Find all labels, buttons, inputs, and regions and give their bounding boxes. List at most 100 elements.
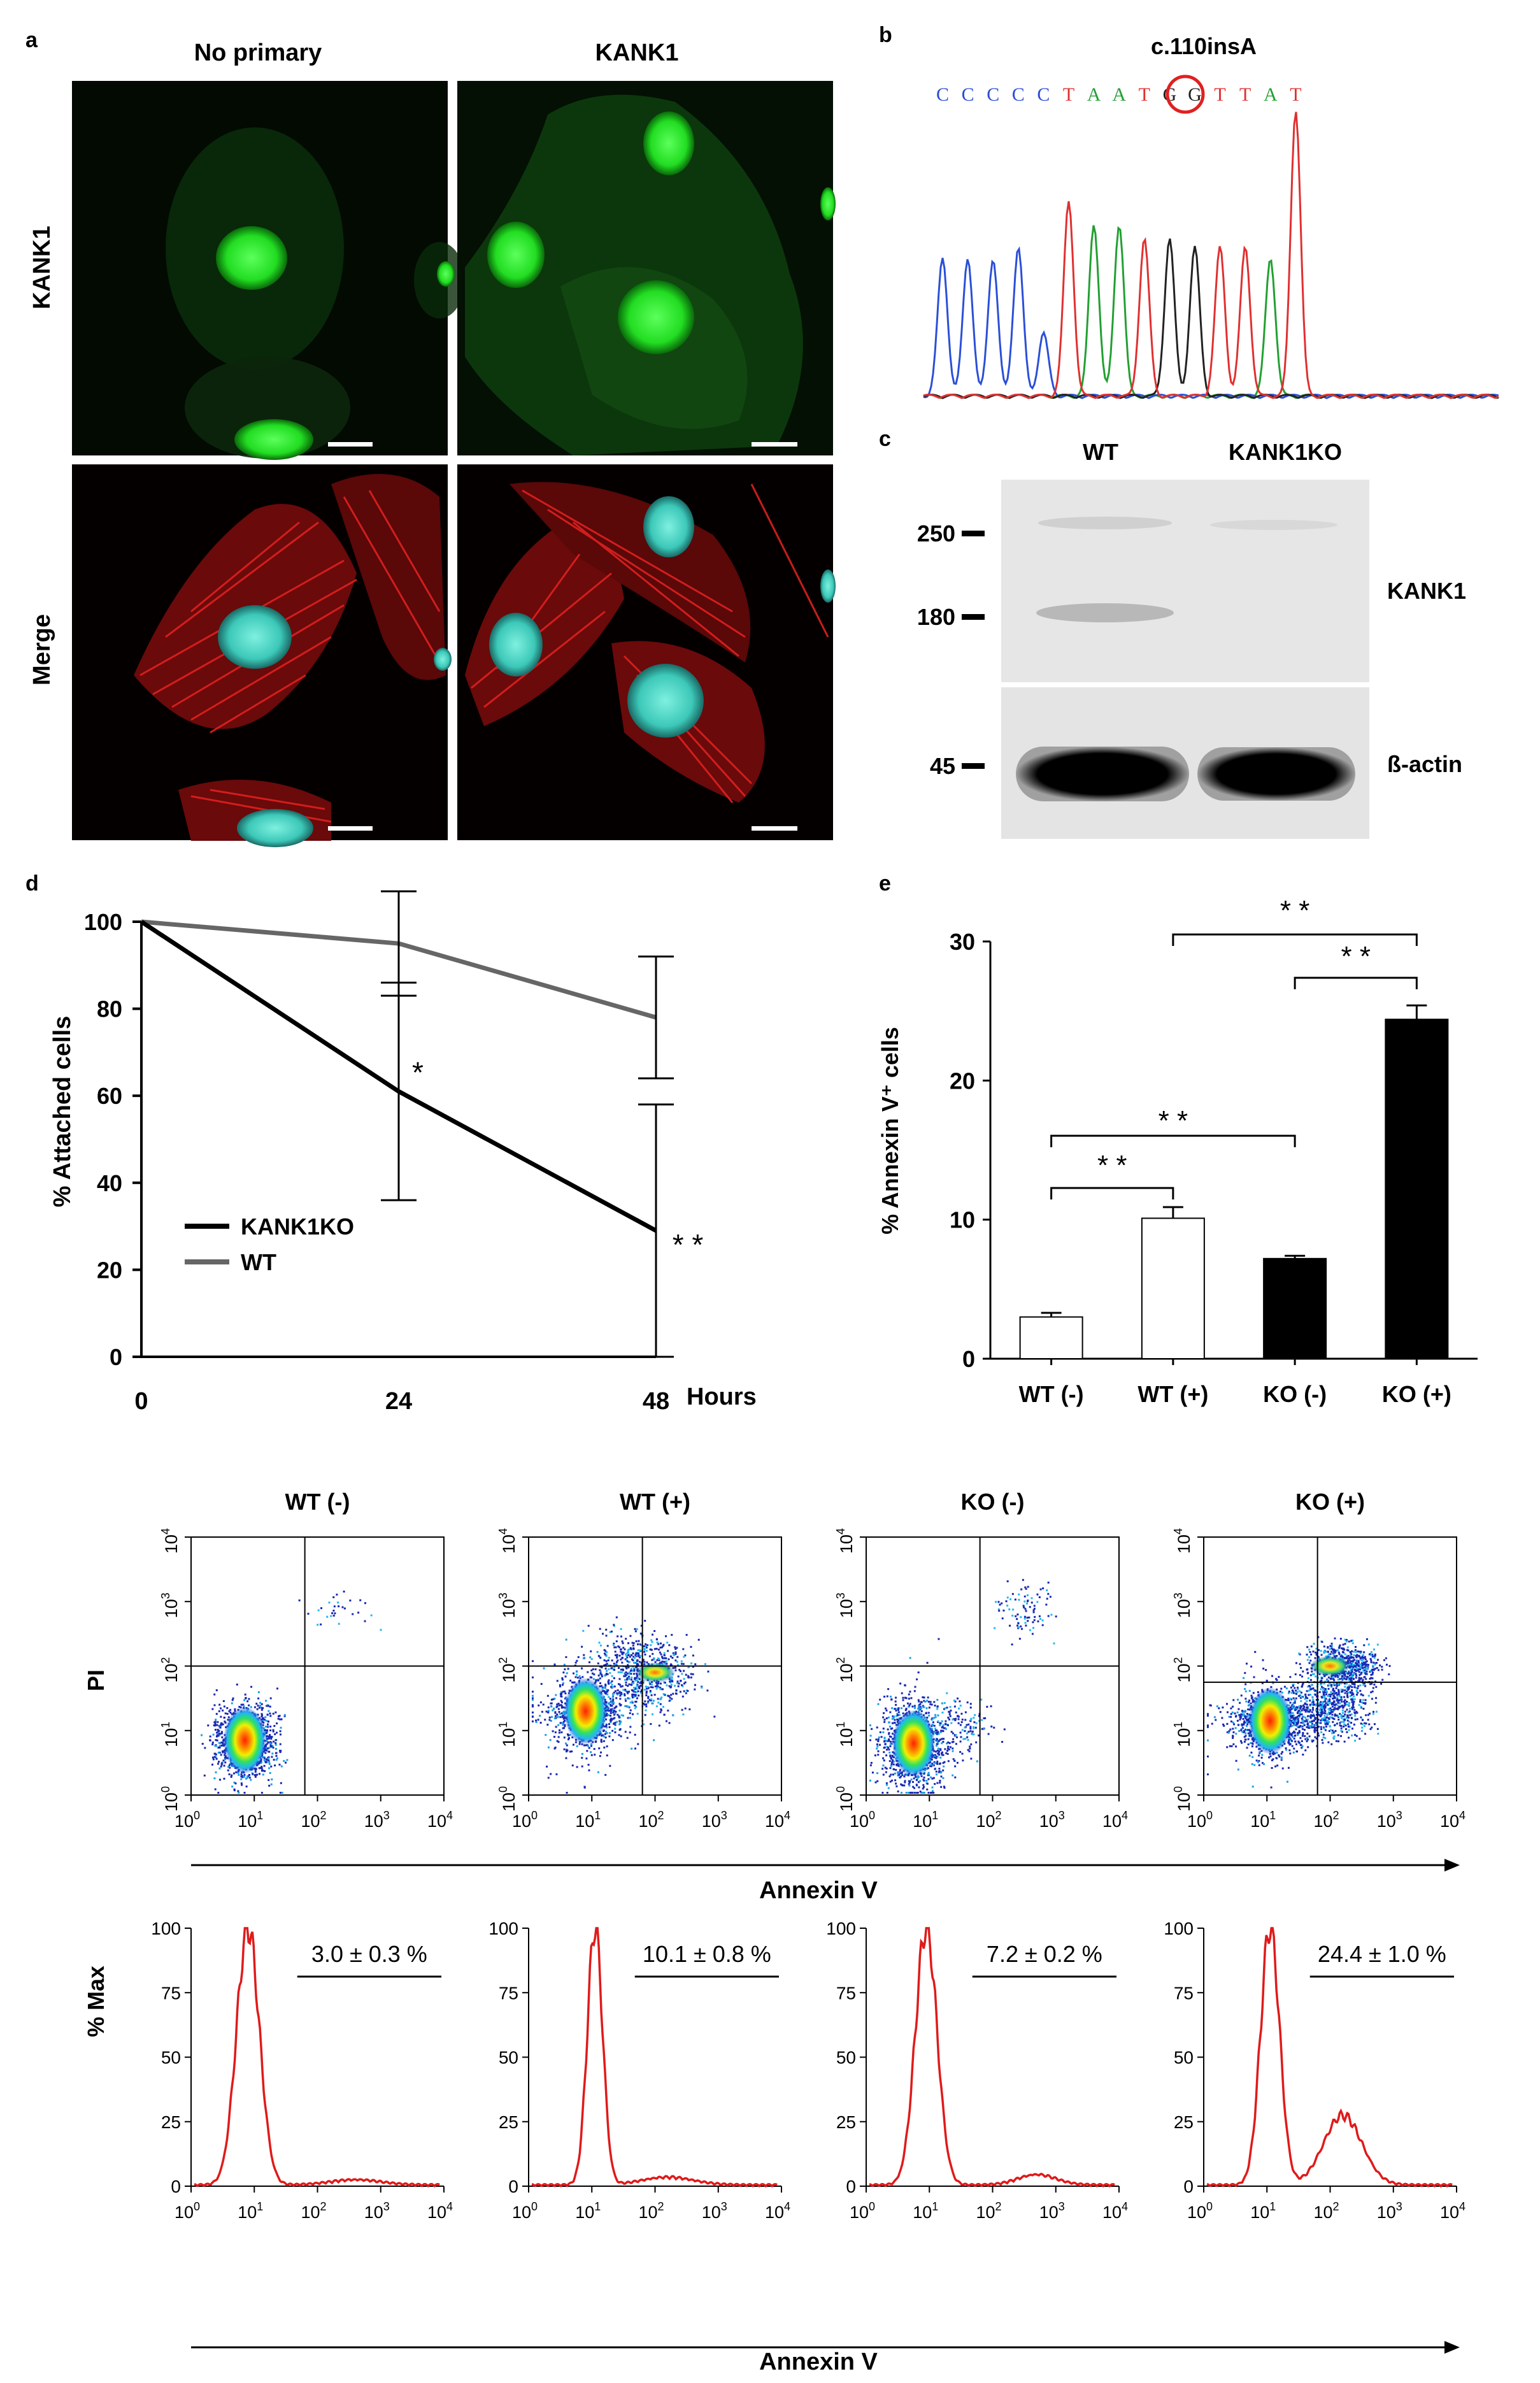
y-tick-label: 104 (497, 1528, 518, 1554)
scatter-point (603, 1686, 606, 1689)
scatter-point (650, 1722, 652, 1725)
scatter-point (631, 1695, 634, 1698)
scatter-point (957, 1715, 960, 1718)
scatter-point (946, 1692, 948, 1694)
scatter-point (683, 1670, 685, 1672)
scatter-point (680, 1680, 682, 1682)
scatter-point (893, 1715, 895, 1718)
scatter-point (1292, 1714, 1295, 1717)
scatter-point (269, 1715, 272, 1717)
scatter-point (982, 1728, 985, 1730)
scatter-point (1027, 1620, 1029, 1622)
scatter-point (220, 1754, 222, 1756)
scatter-point (621, 1651, 624, 1654)
scatter-point (659, 1703, 662, 1705)
scatter-point (222, 1700, 225, 1702)
scatter-point (620, 1649, 622, 1651)
scatter-point (1018, 1626, 1020, 1629)
scatter-point (644, 1714, 646, 1716)
panel-label-b: b (879, 23, 892, 47)
scatter-point (600, 1751, 602, 1754)
significance-star: * * (1097, 1150, 1127, 1181)
scatter-point (876, 1772, 879, 1775)
scatter-point (219, 1778, 222, 1781)
scatter-point (643, 1649, 646, 1651)
scatter-point (967, 1749, 969, 1751)
scatter-point (897, 1772, 899, 1775)
scatter-point (627, 1705, 630, 1708)
scatter-point (283, 1759, 285, 1762)
scatter-point (349, 1599, 352, 1602)
scatter-point (636, 1684, 639, 1686)
scatter-point (657, 1698, 659, 1700)
scatter-point (897, 1711, 900, 1714)
scatter-point (635, 1640, 638, 1643)
scatter-point (680, 1670, 682, 1673)
scatter-point (651, 1641, 653, 1643)
scatter-point (928, 1714, 930, 1717)
scatter-point (661, 1660, 664, 1663)
scatter-point (1017, 1622, 1020, 1624)
scatter-point (207, 1724, 210, 1727)
marker-tick (962, 614, 985, 620)
scatter-point (279, 1791, 282, 1794)
scatter-point (645, 1709, 647, 1712)
scatter-point (896, 1712, 899, 1715)
scatter-point (263, 1757, 266, 1759)
scatter-point (627, 1697, 629, 1700)
scatter-point (934, 1762, 936, 1764)
scatter-point (1244, 1738, 1247, 1741)
scatter-point (929, 1765, 932, 1768)
scatter-point (576, 1766, 578, 1768)
scatter-point (266, 1747, 268, 1750)
scatter-point (614, 1731, 617, 1733)
scatter-point (610, 1715, 612, 1717)
scatter-point (274, 1711, 277, 1714)
scatter-point (632, 1647, 635, 1650)
scatter-point (380, 1629, 382, 1631)
scatter-point (1016, 1614, 1019, 1616)
scatter-point (901, 1771, 903, 1773)
scatter-point (659, 1646, 662, 1649)
scatter-point (930, 1791, 933, 1794)
scatter-point (631, 1747, 633, 1750)
scatter-point (1271, 1759, 1273, 1761)
scatter-point (969, 1745, 971, 1748)
scatter-point (934, 1716, 937, 1719)
scatter-point (213, 1756, 216, 1758)
scatter-point (1271, 1675, 1274, 1677)
scatter-point (1288, 1692, 1290, 1694)
scatter-point (955, 1717, 957, 1720)
scatter-point (637, 1652, 639, 1654)
scatter-point (667, 1658, 670, 1661)
scatter-point (668, 1700, 671, 1702)
scatter-point (955, 1743, 957, 1745)
scatter-point (973, 1726, 975, 1728)
scatter-point (531, 1715, 534, 1718)
scatter-point (650, 1639, 653, 1642)
scatter-point (631, 1677, 633, 1679)
scatter-point (262, 1773, 264, 1776)
scatter-point (876, 1743, 878, 1745)
scatter-point (565, 1742, 567, 1745)
scatter-point (616, 1656, 618, 1659)
scatter-point (1312, 1739, 1315, 1742)
scatter-point (267, 1757, 269, 1759)
scatter-point (582, 1657, 585, 1659)
scatter-point (563, 1663, 566, 1666)
scatter-point (260, 1714, 263, 1717)
scatter-point (599, 1644, 602, 1647)
scatter-point (952, 1718, 954, 1721)
scatter-point (228, 1710, 231, 1712)
scatter-point (634, 1657, 636, 1659)
scatter-point (904, 1773, 906, 1776)
blot-label-actin: ß-actin (1387, 751, 1462, 777)
scatter-point (632, 1642, 635, 1645)
scatter-point (531, 1705, 534, 1708)
marker-180: 180 (917, 604, 955, 630)
scatter-point (639, 1655, 642, 1657)
scatter-point (932, 1763, 934, 1766)
scatter-point (622, 1651, 625, 1654)
scatter-point (609, 1671, 611, 1674)
scatter-point (564, 1725, 566, 1728)
